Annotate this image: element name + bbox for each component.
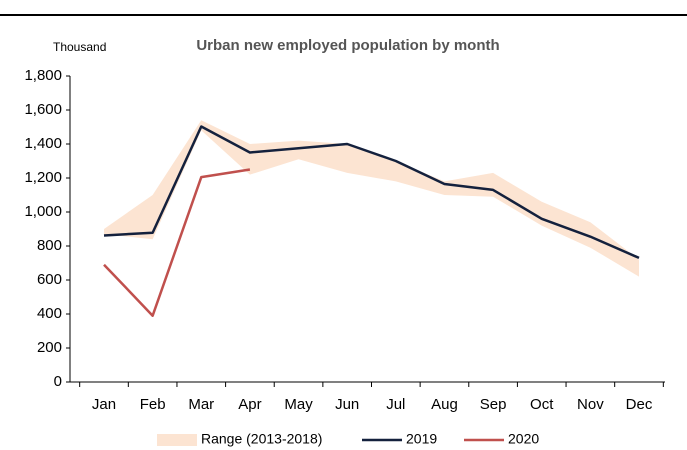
x-tick-label: Jun xyxy=(335,396,359,413)
y-unit: Thousand xyxy=(53,40,106,54)
x-tick-label: Dec xyxy=(626,396,653,413)
x-tick-label: Aug xyxy=(431,396,458,413)
range-band xyxy=(104,120,639,277)
y-tick-label: 600 xyxy=(37,271,62,288)
x-tick-label: Oct xyxy=(530,396,554,413)
y-tick-label: 1,200 xyxy=(24,169,62,186)
legend-label: Range (2013-2018) xyxy=(201,431,322,447)
y-tick-label: 1,400 xyxy=(24,135,62,152)
y-tick-label: 800 xyxy=(37,237,62,254)
x-tick-label: Feb xyxy=(140,396,166,413)
x-tick-label: Mar xyxy=(188,396,214,413)
y-tick-label: 200 xyxy=(37,339,62,356)
line-series xyxy=(103,168,251,317)
x-tick-label: Nov xyxy=(577,396,604,413)
y-tick-label: 1,000 xyxy=(24,203,62,220)
chart-title: Urban new employed population by month xyxy=(196,37,499,54)
x-tick-label: Apr xyxy=(238,396,261,413)
x-tick-label: Jul xyxy=(386,396,405,413)
y-tick-label: 1,800 xyxy=(24,67,62,84)
y-tick-label: 1,600 xyxy=(24,101,62,118)
legend-label: 2019 xyxy=(406,431,437,447)
line-series xyxy=(103,125,640,260)
x-tick-label: Jan xyxy=(92,396,116,413)
legend-label: 2020 xyxy=(508,431,539,447)
x-tick-label: Sep xyxy=(480,396,507,413)
x-tick-label: May xyxy=(284,396,313,413)
y-tick-label: 0 xyxy=(54,373,62,390)
legend-swatch xyxy=(157,434,197,446)
y-tick-label: 400 xyxy=(37,305,62,322)
